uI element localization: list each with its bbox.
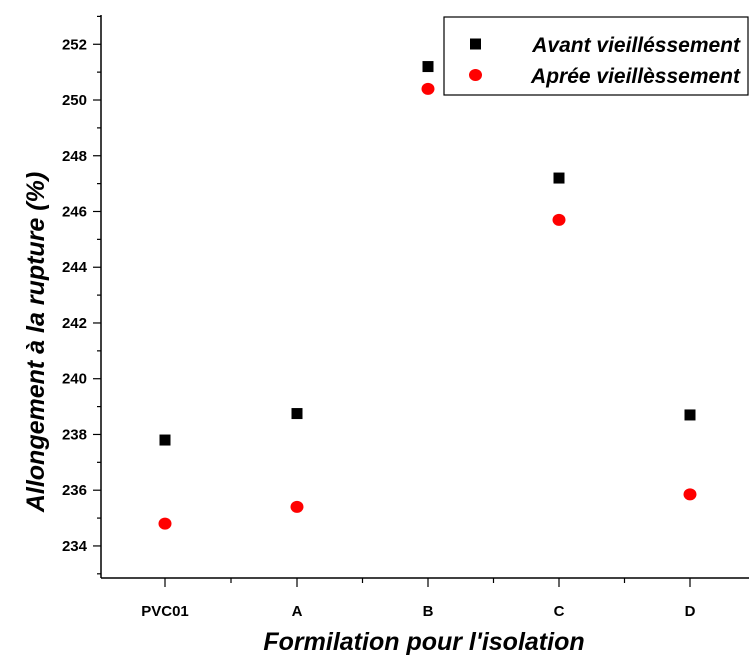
data-point-circle: [421, 82, 435, 95]
y-tick-label: 234: [62, 538, 88, 555]
data-point-square: [291, 408, 303, 420]
data-point-circle: [290, 500, 304, 513]
legend-circle-marker: [469, 69, 482, 81]
y-axis-title: Allongement à la rupture (%): [22, 172, 50, 513]
legend: Avant vieilléssement Aprée vieillèssement: [443, 16, 749, 96]
y-tick-label: 242: [62, 315, 87, 332]
y-tick-label: 238: [62, 426, 87, 443]
data-point-circle: [552, 213, 566, 226]
y-tick-label: 236: [62, 482, 87, 499]
x-tick-label: B: [423, 603, 434, 620]
y-tick-label: 250: [62, 92, 87, 109]
legend-label: Avant vieilléssement: [531, 34, 741, 57]
x-tick-label: D: [685, 603, 696, 620]
x-tick-label: C: [554, 603, 565, 620]
data-point-square: [684, 409, 696, 421]
legend-square-marker: [470, 38, 481, 50]
y-tick-label: 240: [62, 371, 87, 388]
x-tick-label: A: [292, 603, 303, 620]
x-tick-label: PVC01: [141, 603, 189, 620]
data-point-circle: [683, 488, 697, 501]
axes: 234 236 238 240 242 244 246 248 250 252 PVC01 A B C D: [62, 15, 749, 620]
data-point-square: [553, 172, 565, 184]
data-point-square: [422, 61, 434, 73]
x-axis-title: Formilation pour l'isolation: [263, 628, 584, 656]
legend-box: [443, 16, 749, 96]
y-tick-label: 246: [62, 203, 87, 220]
data-point-circle: [158, 517, 172, 530]
y-tick-label: 244: [62, 259, 88, 276]
y-tick-label: 252: [62, 36, 87, 53]
y-tick-label: 248: [62, 148, 87, 165]
legend-label: Aprée vieillèssement: [530, 65, 741, 88]
data-marks: [158, 61, 697, 530]
data-point-square: [159, 434, 171, 446]
